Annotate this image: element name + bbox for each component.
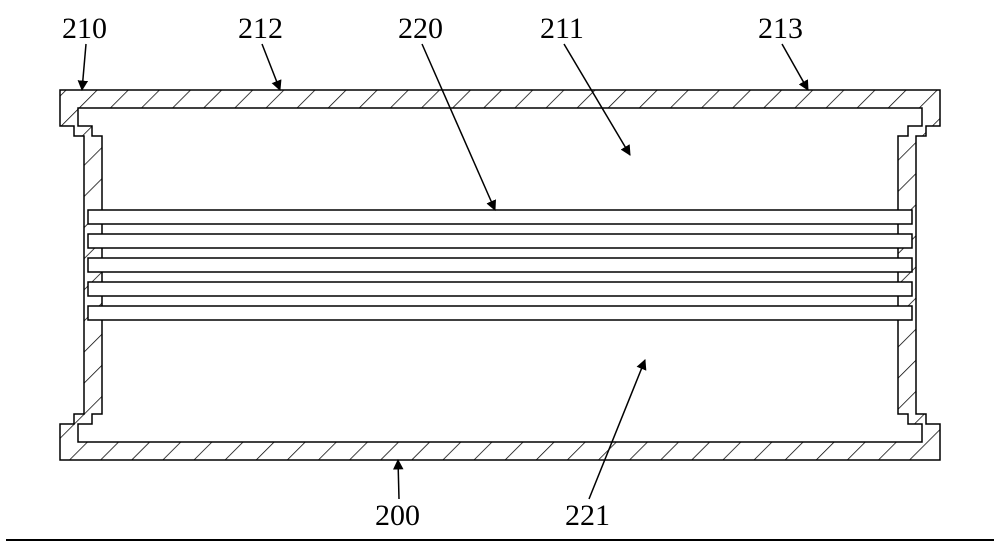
leader-221	[589, 360, 645, 499]
plate-0	[88, 210, 912, 224]
shell	[60, 90, 940, 460]
plate-2	[88, 258, 912, 272]
label-220: 220	[398, 12, 443, 45]
leader-200	[398, 460, 399, 499]
leader-213	[782, 44, 808, 90]
label-210: 210	[62, 12, 107, 45]
leader-210	[82, 44, 86, 90]
plate-4	[88, 306, 912, 320]
label-212: 212	[238, 12, 283, 45]
leader-212	[262, 44, 280, 90]
label-213: 213	[758, 12, 803, 45]
label-211: 211	[540, 12, 584, 45]
label-221: 221	[565, 499, 610, 532]
label-200: 200	[375, 499, 420, 532]
plate-1	[88, 234, 912, 248]
leader-220	[422, 44, 495, 210]
plate-3	[88, 282, 912, 296]
